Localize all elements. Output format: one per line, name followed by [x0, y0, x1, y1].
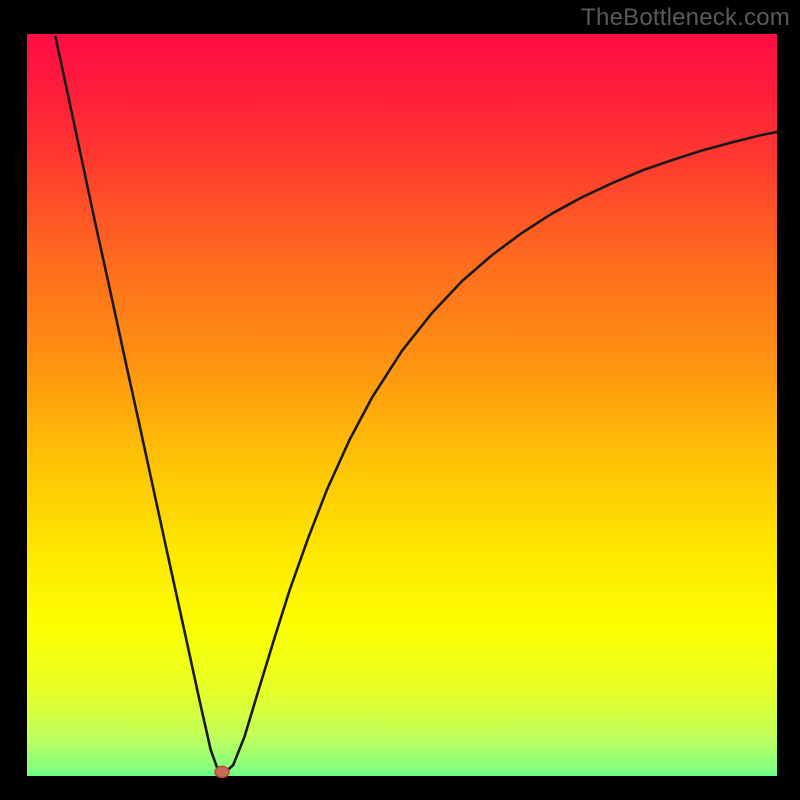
frame-right [777, 0, 800, 800]
bottleneck-chart [0, 0, 800, 800]
stage: TheBottleneck.com [0, 0, 800, 800]
gradient-background [1, 29, 799, 799]
minimum-marker [215, 766, 229, 777]
frame-left [0, 0, 27, 800]
frame-bottom [0, 776, 800, 800]
watermark-text: TheBottleneck.com [581, 4, 790, 32]
